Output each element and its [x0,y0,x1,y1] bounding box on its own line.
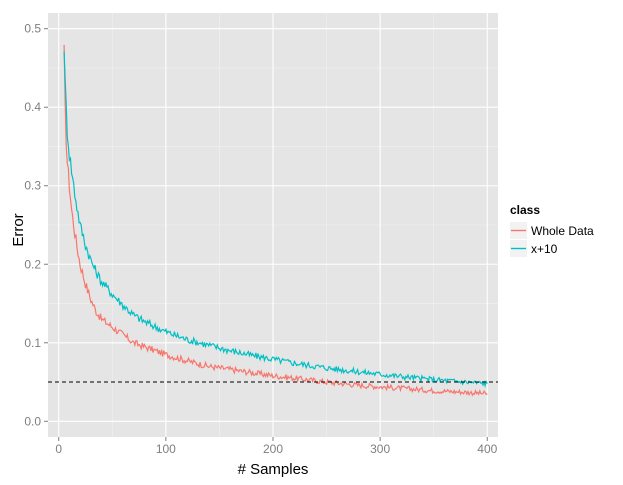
x-axis-ticks: 0 100 200 300 400 [55,437,498,456]
y-tick-label: 0.0 [24,414,41,428]
legend-items: Whole Data x+10 [510,222,594,257]
major-gridlines [48,13,498,437]
x-tick-label: 100 [156,442,176,456]
legend: class Whole Data x+10 [510,203,594,257]
legend-label: Whole Data [531,224,594,238]
legend-label: x+10 [531,242,558,256]
x-tick-label: 300 [370,442,390,456]
x-tick-label: 0 [55,442,62,456]
y-axis-title: Error [10,213,27,246]
y-tick-label: 0.1 [24,336,41,350]
x-tick-label: 200 [263,442,283,456]
y-axis-ticks: 0.0 0.1 0.2 0.3 0.4 0.5 [24,22,48,428]
legend-title: class [510,203,540,217]
y-tick-label: 0.5 [24,22,41,36]
series-line-1 [63,44,488,397]
x-axis-title: # Samples [238,461,309,478]
y-tick-label: 0.3 [24,179,41,193]
y-tick-label: 0.4 [24,100,41,114]
series-line-2 [63,51,488,388]
series-lines [63,44,488,397]
x-tick-label: 400 [477,442,497,456]
y-tick-label: 0.2 [24,257,41,271]
